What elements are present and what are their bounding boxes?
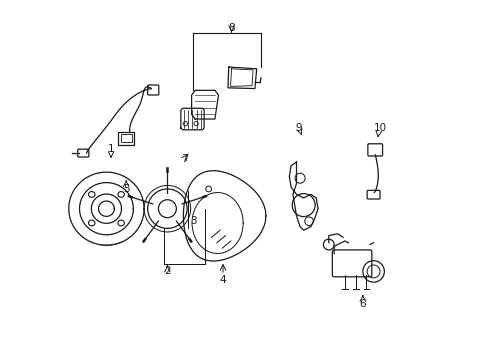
Text: 6: 6 (359, 299, 366, 309)
Text: 1: 1 (107, 144, 114, 154)
Text: 7: 7 (181, 154, 187, 164)
Text: 5: 5 (122, 184, 129, 194)
Text: 8: 8 (228, 23, 234, 33)
Text: 10: 10 (373, 123, 386, 133)
Text: 9: 9 (295, 123, 302, 133)
Text: 3: 3 (190, 216, 197, 226)
Text: 4: 4 (219, 275, 226, 285)
Text: 2: 2 (164, 266, 170, 276)
